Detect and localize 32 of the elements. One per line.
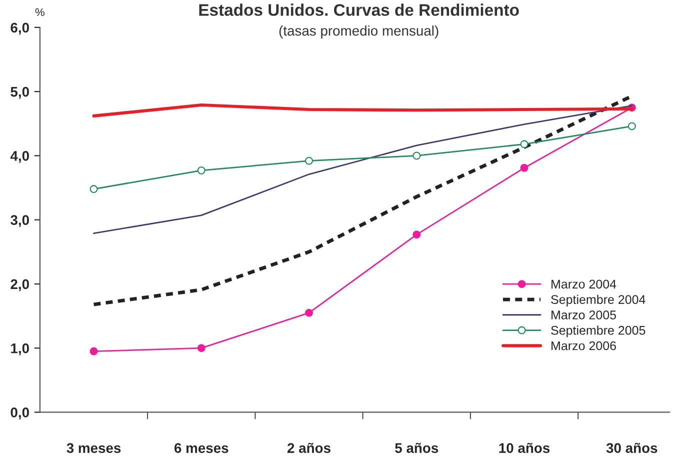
y-tick-label: 3,0 [10,215,29,227]
y-tick-label: 5,0 [10,86,29,99]
point [412,230,421,239]
point [520,164,528,172]
point [305,308,313,317]
legend-label: Marzo 2005 [552,310,616,320]
y-tick-label: 1,0 [11,343,29,356]
chart-subtitle: (tasas promedio mensual) [279,26,438,38]
chart-title: Estados Unidos. Curvas de Rendimiento [199,4,519,16]
y-tick-label: 6,0 [10,22,29,35]
legend-label: Septiembre 2004 [551,294,646,306]
point [305,156,313,165]
legend-label: Marzo 2006 [552,341,616,350]
point [412,152,421,160]
point [197,344,206,352]
point [628,122,636,130]
y-tick-label: 2,0 [10,279,29,292]
point [197,166,206,174]
x-tick-label: 5 años [395,442,438,453]
y-tick-label: 0,0 [10,408,29,420]
x-tick-label: 10 años [499,442,550,453]
y-axis-title: % [35,8,44,16]
point [90,347,98,356]
x-tick-label: 30 años [606,442,658,453]
x-tick-label: 2 años [287,442,330,453]
point [90,185,98,194]
legend-label: Marzo 2004 [552,280,616,289]
y-tick-label: 4,0 [10,151,29,163]
x-tick-label: 6 meses [174,443,228,453]
legend-label: Septiembre 2005 [551,326,646,338]
point [520,140,528,148]
x-tick-label: 3 meses [66,443,121,453]
